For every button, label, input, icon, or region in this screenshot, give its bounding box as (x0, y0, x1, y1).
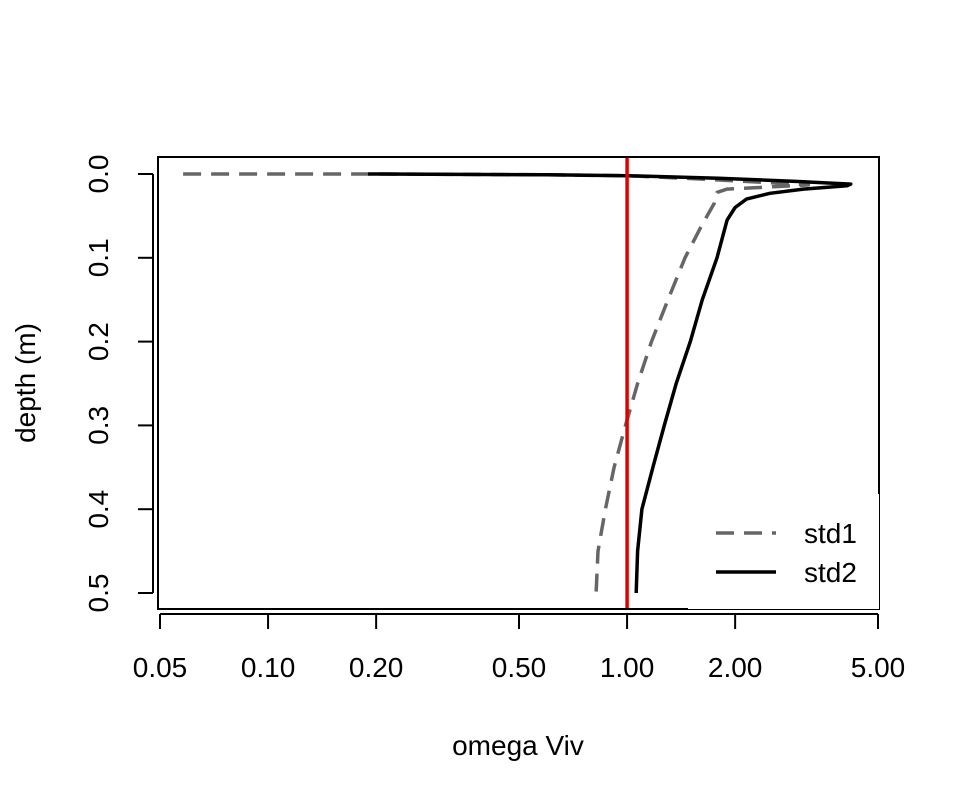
plot-area (157, 156, 880, 610)
legend-box (688, 494, 879, 609)
series-line-std1 (183, 172, 811, 594)
y-tick-label: 0.3 (83, 406, 114, 445)
y-tick-label: 0.4 (83, 490, 114, 529)
y-axis: 0.0 0.1 0.2 0.3 0.4 0.5 (83, 155, 154, 613)
x-tick-label: 0.10 (241, 652, 296, 683)
x-tick-label: 5.00 (851, 652, 906, 683)
legend-label-std2: std2 (804, 557, 857, 588)
y-tick-label: 0.2 (83, 322, 114, 361)
plot-frame (157, 156, 880, 610)
y-axis-title: depth (m) (10, 323, 41, 443)
x-tick-label: 0.05 (133, 652, 188, 683)
x-tick-label: 1.00 (600, 652, 655, 683)
x-axis: 0.05 0.10 0.20 0.50 1.00 2.00 5.00 (133, 613, 906, 683)
y-tick-label: 0.0 (83, 155, 114, 194)
x-axis-title: omega Viv (452, 730, 584, 761)
series-line-std2 (368, 172, 853, 594)
x-tick-label: 0.50 (492, 652, 547, 683)
legend: std1 std2 (688, 494, 879, 609)
x-tick-label: 0.20 (349, 652, 404, 683)
legend-label-std1: std1 (804, 518, 857, 549)
y-tick-label: 0.1 (83, 238, 114, 277)
x-tick-label: 2.00 (708, 652, 763, 683)
y-tick-label: 0.5 (83, 574, 114, 613)
